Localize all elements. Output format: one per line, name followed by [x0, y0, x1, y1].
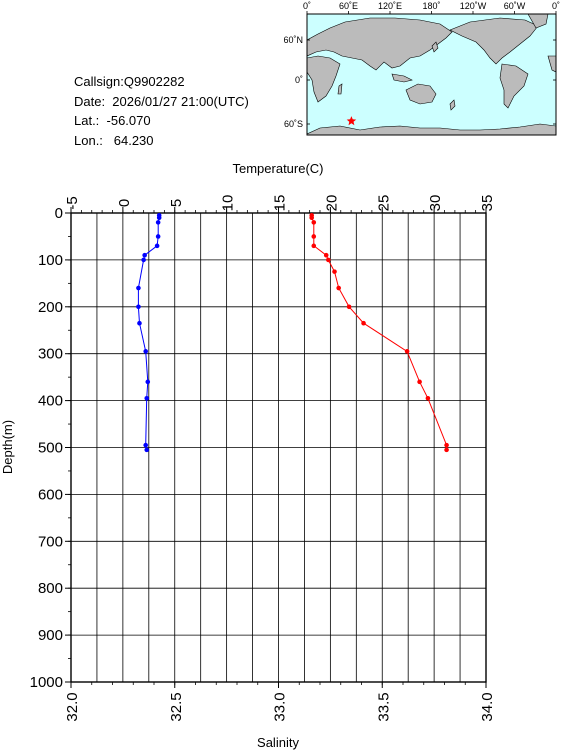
depth-axis-tick-label: 0	[55, 205, 63, 222]
salinity-point	[309, 215, 315, 220]
salinity-point	[326, 257, 331, 263]
top-axis-tick-label: 30	[427, 195, 444, 212]
land-antarctica	[307, 123, 556, 135]
top-axis-tick-label: 35	[479, 195, 496, 212]
top-axis-tick-label: 10	[220, 195, 237, 212]
bottom-axis-tick-label: 33.5	[375, 692, 392, 721]
map-lon-label: 0˚	[303, 1, 311, 11]
temperature-point	[136, 304, 141, 310]
temperature-point	[143, 442, 148, 448]
map-lon-label: 0˚	[552, 1, 560, 11]
map-lon-label: 60˚W	[504, 1, 526, 11]
salinity-point	[311, 234, 317, 239]
salinity-point	[346, 304, 352, 310]
land-australia	[405, 83, 437, 105]
top-axis: -5 0 5 10 15 20 25 30 35	[64, 195, 496, 213]
temperature-point	[144, 447, 150, 453]
top-axis-tick-label: 0	[116, 199, 133, 207]
callsign-text: Callsign:Q9902282	[74, 74, 185, 89]
depth-axis: 0 100 200 300 400 500 600 700 800 900 1000	[30, 205, 71, 691]
temperature-point	[154, 243, 160, 249]
depth-axis-tick-label: 400	[38, 393, 63, 410]
salinity-point	[425, 395, 431, 401]
land-japan	[431, 41, 439, 53]
map-labels: 0˚ 60˚E 120˚E 180˚ 120˚W 60˚W 0˚ 60˚N 0˚ 60˚S	[283, 1, 560, 129]
depth-axis-tick-label: 1000	[30, 674, 63, 691]
map-lon-label: 120˚W	[460, 1, 487, 11]
date-text: Date: 2026/01/27 21:00(UTC)	[74, 93, 249, 109]
top-axis-tick-label: 20	[323, 195, 340, 212]
temperature-point	[156, 215, 162, 220]
temperature-point	[144, 395, 150, 401]
salinity-point	[336, 285, 341, 291]
latitude-text: Lat.: -56.070	[74, 113, 151, 128]
temperature-point	[136, 285, 141, 291]
land-new-zealand	[449, 99, 456, 111]
salinity-point	[444, 442, 449, 448]
bottom-axis-tick-label: 32.0	[64, 692, 81, 721]
depth-axis-tick-label: 100	[38, 252, 63, 269]
map-lat-label: 60˚S	[284, 119, 303, 129]
bottom-axis-tick-label: 34.0	[479, 692, 496, 721]
depth-axis-tick-label: 700	[38, 533, 63, 550]
bottom-axis-tick-label: 32.5	[168, 692, 185, 721]
bottom-axis-label: Salinity	[257, 735, 299, 750]
depth-axis-tick-label: 800	[38, 580, 63, 597]
salinity-point	[323, 252, 329, 258]
land-south-america	[499, 63, 529, 109]
salinity-point	[311, 243, 317, 249]
bottom-axis: 32.0 32.5 33.0 33.5 34.0	[64, 682, 496, 722]
salinity-point	[444, 447, 449, 453]
depth-axis-tick-label: 600	[38, 486, 63, 503]
top-axis-tick-label: 25	[375, 195, 392, 212]
salinity-point	[311, 220, 317, 225]
salinity-point	[332, 269, 337, 274]
salinity-point	[417, 379, 422, 385]
top-axis-tick-label: -5	[64, 196, 81, 209]
temperature-point	[142, 252, 147, 258]
top-axis-tick-label: 15	[272, 195, 289, 212]
y-axis-label: Depth(m)	[0, 420, 15, 474]
map-lon-label: 120˚E	[378, 1, 402, 11]
bottom-axis-tick-label: 33.0	[272, 692, 289, 721]
data-series	[136, 213, 449, 453]
depth-axis-tick-label: 200	[38, 299, 63, 316]
temperature-point	[143, 349, 148, 354]
station-info: Callsign:Q9902282 Date: 2026/01/27 21:00…	[74, 72, 249, 150]
land-greenland	[527, 14, 549, 29]
depth-axis-tick-label: 300	[38, 346, 63, 363]
salinity-line	[311, 215, 448, 450]
map-lat-label: 60˚N	[283, 35, 303, 45]
temperature-point	[141, 257, 146, 263]
chart-grid	[71, 213, 486, 682]
map-lon-label: 60˚E	[339, 1, 358, 11]
location-star	[346, 116, 357, 126]
salinity-point	[404, 349, 410, 354]
temperature-point	[145, 379, 151, 385]
land-africa-west	[547, 55, 556, 73]
land-north-america	[449, 17, 539, 65]
location-marker	[346, 116, 357, 126]
top-axis-tick-label: 5	[168, 199, 185, 207]
temperature-point	[137, 320, 142, 326]
depth-axis-tick-label: 500	[38, 440, 63, 457]
salinity-point	[361, 320, 366, 326]
land-africa	[307, 55, 341, 103]
top-axis-label: Temperature(C)	[232, 161, 323, 176]
map-lat-label: 0˚	[295, 75, 303, 85]
land-madagascar	[337, 83, 343, 95]
map-lon-label: 180˚	[422, 1, 440, 11]
land-eurasia	[307, 17, 453, 71]
map-base	[306, 13, 557, 136]
temperature-point	[155, 234, 161, 239]
land-indonesia	[391, 73, 413, 83]
longitude-text: Lon.: 64.230	[74, 132, 154, 148]
depth-axis-tick-label: 900	[38, 627, 63, 644]
temperature-point	[155, 220, 161, 225]
